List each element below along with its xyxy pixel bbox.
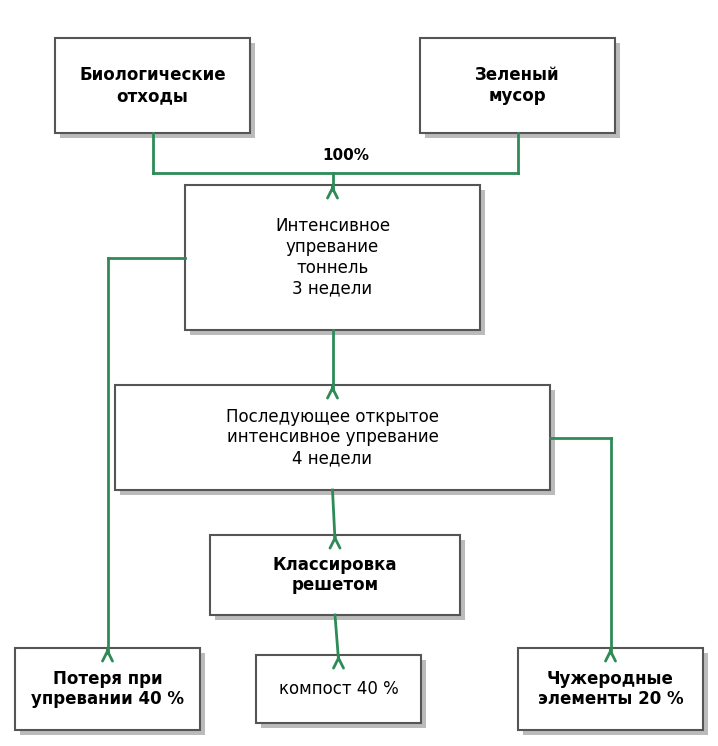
Bar (115, 385, 550, 490)
Bar (215, 540, 465, 620)
Text: компост 40 %: компост 40 % (279, 680, 398, 698)
Bar (523, 653, 708, 735)
Bar (190, 190, 485, 335)
Bar (15, 648, 200, 730)
Bar (518, 648, 703, 730)
Text: Биологические
отходы: Биологические отходы (79, 66, 226, 105)
Text: 100%: 100% (322, 148, 369, 163)
Bar (60, 43, 255, 138)
Bar (425, 43, 620, 138)
Text: Последующее открытое
интенсивное упревание
4 недели: Последующее открытое интенсивное упреван… (226, 408, 439, 467)
Bar (261, 660, 426, 728)
Bar (120, 390, 555, 495)
Text: Зеленый
мусор: Зеленый мусор (475, 66, 560, 105)
Bar (256, 655, 421, 723)
Bar (210, 535, 460, 615)
Bar (420, 38, 615, 133)
Bar (20, 653, 205, 735)
Bar (55, 38, 250, 133)
Text: Потеря при
упревании 40 %: Потеря при упревании 40 % (31, 670, 184, 709)
Text: Классировка
решетом: Классировка решетом (273, 556, 397, 595)
Text: Интенсивное
упревание
тоннель
3 недели: Интенсивное упревание тоннель 3 недели (275, 217, 390, 298)
Text: Чужеродные
элементы 20 %: Чужеродные элементы 20 % (538, 670, 684, 709)
Bar (185, 185, 480, 330)
